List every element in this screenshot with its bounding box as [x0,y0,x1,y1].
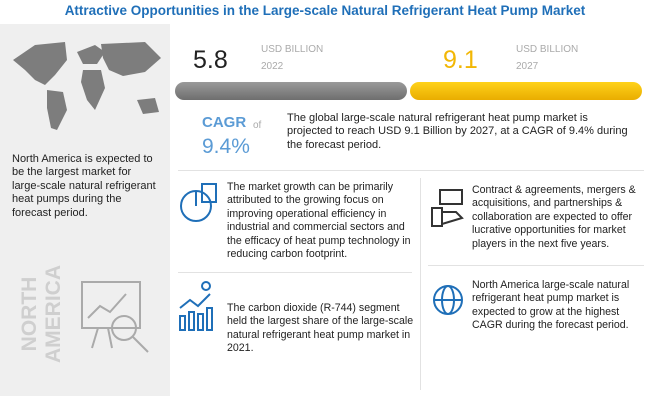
analytics-icon [81,281,149,353]
title: Attractive Opportunities in the Large-sc… [64,3,586,18]
deal-icon [431,189,464,227]
point-text: Contract & agreements, mergers & acquisi… [472,184,636,250]
world-map [13,42,161,130]
divider [428,265,644,266]
efficiency-icon [180,183,217,222]
divider [178,272,412,273]
divider [178,170,644,171]
point-text: North America large-scale natural refrig… [472,279,630,332]
point-text: The carbon dioxide (R-744) segment held … [227,302,414,355]
end-bar [410,82,642,100]
globe-icon [433,285,463,315]
end-unit: USD BILLION [516,44,579,55]
start-year: 2022 [261,61,284,72]
cagr-value: 9.4% [202,135,250,158]
start-unit: USD BILLION [261,44,324,55]
point-text: The market growth can be primarily attri… [227,181,411,261]
end-year: 2027 [516,61,539,72]
start-bar [175,82,407,100]
region-text: North America is expected to be the larg… [12,153,156,219]
cagr-label: CAGR [202,114,247,131]
end-value: 9.1 [443,46,478,74]
growth-icon [179,281,213,331]
start-value: 5.8 [193,46,228,74]
summary: The global large-scale natural refrigera… [287,112,628,151]
divider [420,178,421,390]
region-label: NORTH AMERICA [18,265,65,363]
cagr-connector: of [253,120,262,131]
